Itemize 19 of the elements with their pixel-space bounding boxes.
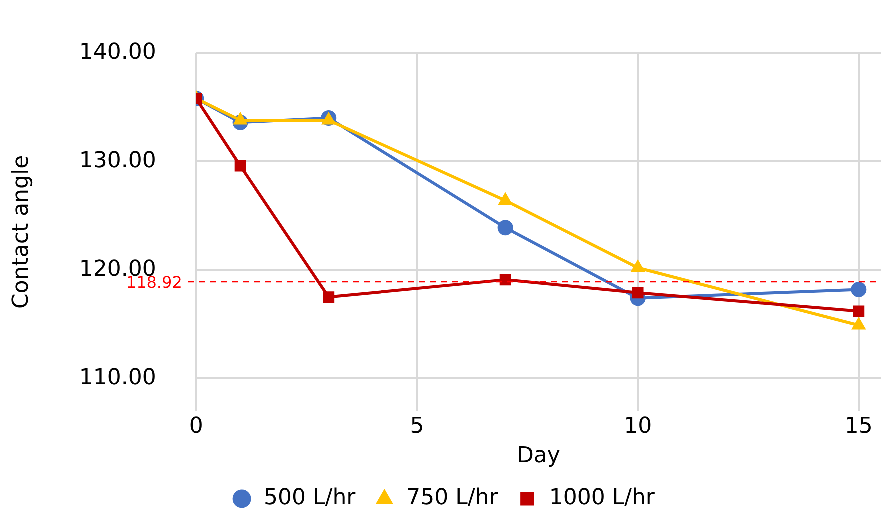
point (234, 160, 246, 172)
point (500, 274, 512, 286)
x-tick-label: 5 (410, 414, 424, 440)
y-tick-label: 130.00 (79, 148, 156, 174)
legend-label: 500 L/hr (264, 486, 357, 511)
legend-label: 750 L/hr (406, 486, 500, 511)
point (498, 220, 514, 236)
y-axis-title: Contact angle (8, 155, 34, 310)
point (323, 292, 335, 303)
legend-label: 1000 L/hr (549, 486, 656, 511)
y-tick-label: 140.00 (79, 40, 156, 65)
x-tick-label: 0 (189, 414, 204, 440)
x-tick-label: 10 (624, 414, 652, 440)
x-tick-label: 15 (844, 414, 873, 440)
x-axis-title: Day (516, 444, 560, 469)
point (853, 306, 865, 318)
point (632, 287, 644, 299)
y-tick-label: 110.00 (79, 365, 156, 390)
point (851, 282, 867, 298)
